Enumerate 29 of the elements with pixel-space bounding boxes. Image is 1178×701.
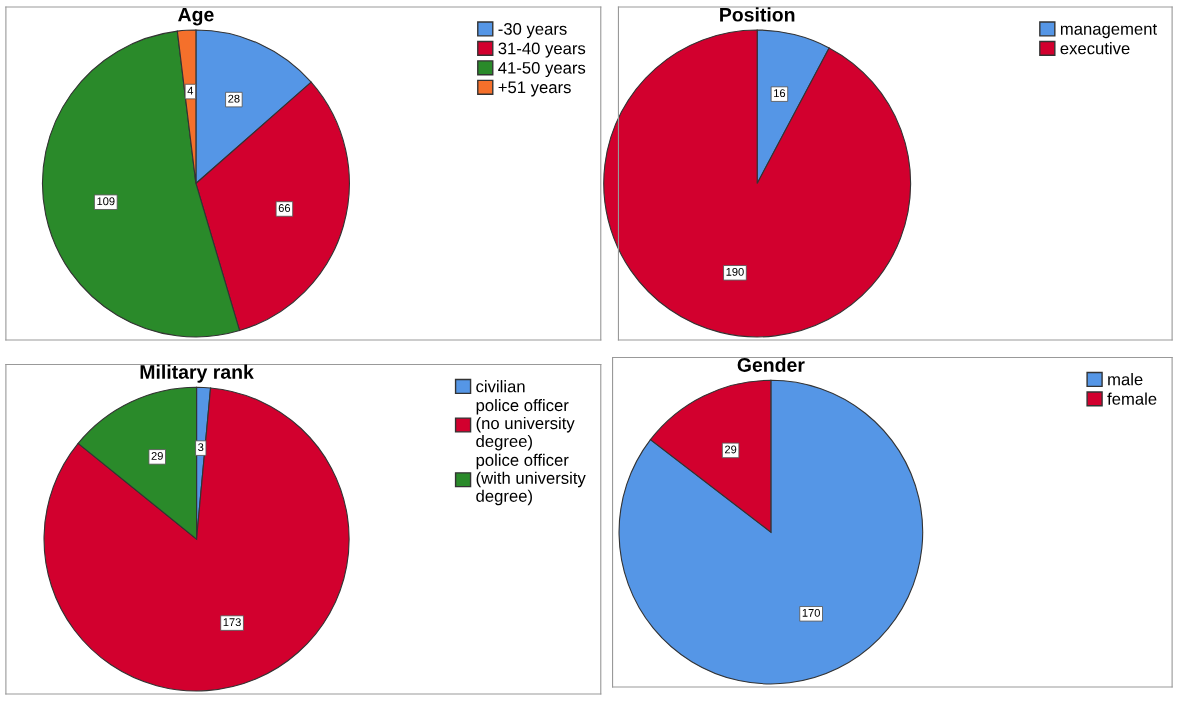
data-label: 170 <box>802 608 820 617</box>
data-label: 173 <box>223 618 241 627</box>
data-label: 109 <box>97 197 115 206</box>
pie-slice <box>618 379 924 685</box>
data-label: 28 <box>228 94 240 103</box>
legend-label: police officer (no university degree) <box>476 398 575 451</box>
legend-label: female <box>1107 392 1157 405</box>
legend-label: civilian <box>476 380 525 393</box>
data-label: 29 <box>724 445 737 454</box>
legend-label: male <box>1108 373 1143 386</box>
pie-slice <box>603 29 912 338</box>
chart-title: Gender <box>737 357 805 372</box>
data-label: 29 <box>151 451 163 460</box>
data-label: 190 <box>726 267 744 276</box>
data-label: 66 <box>278 204 291 212</box>
chart-title: Position <box>720 7 795 22</box>
data-label: 16 <box>774 89 786 98</box>
pie-slice <box>43 387 350 692</box>
legend-label: -30 years <box>498 23 567 39</box>
data-label: 4 <box>187 86 194 95</box>
legend-label: 41-50 years <box>498 61 586 78</box>
legend-label: executive <box>1060 42 1130 55</box>
legend-label: +51 years <box>498 81 571 97</box>
chart-title: Military rank <box>140 364 254 383</box>
legend-label: 31-40 years <box>498 42 586 58</box>
legend-label: police officer (with university degree) <box>476 453 586 506</box>
legend-label: management <box>1060 23 1157 39</box>
chart-title: Age <box>178 7 214 26</box>
data-label: 3 <box>198 443 204 452</box>
